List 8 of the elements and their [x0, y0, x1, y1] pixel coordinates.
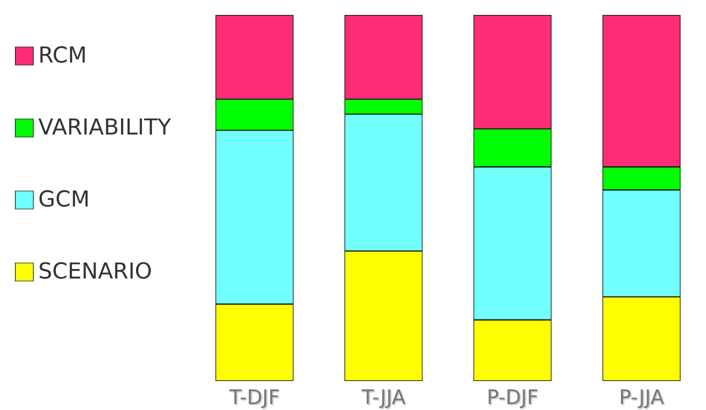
x-tick-label: T-DJF [228, 385, 280, 409]
legend-label: RCM [38, 44, 87, 68]
x-tick-label: T-JJA [360, 385, 406, 409]
x-tick-label: P-DJF [486, 385, 538, 409]
legend-label: VARIABILITY [38, 116, 172, 140]
x-tick-label: P-JJA [618, 385, 664, 409]
legend-label: GCM [38, 188, 90, 212]
legend-label: SCENARIO [38, 260, 152, 284]
